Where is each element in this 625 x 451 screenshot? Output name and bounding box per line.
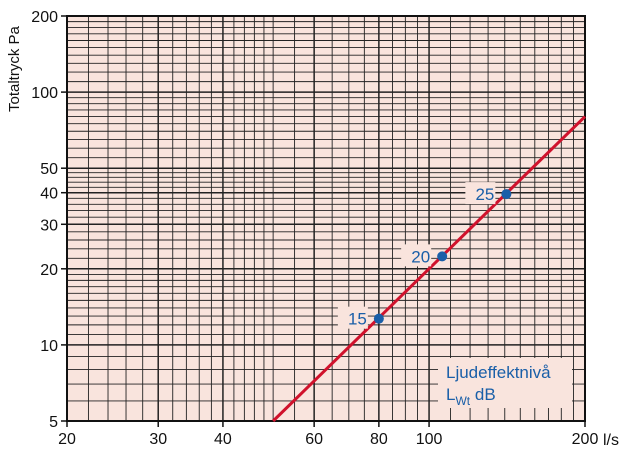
data-label-background: [401, 244, 432, 267]
legend-line-1: Ljudeffektnivå: [446, 363, 551, 382]
y-tick-label: 200: [31, 9, 58, 26]
series-layer: [272, 115, 587, 423]
grid-minor: [67, 16, 585, 421]
x-tick-label: 200: [572, 431, 599, 448]
ticks-layer: 20 30 40 60 80 100 200 5 10 20 30 40 50 100 200: [31, 9, 598, 448]
legend-line-2: LWt dB: [446, 385, 496, 408]
series-line: [272, 115, 587, 423]
x-tick-label: 30: [149, 431, 167, 448]
data-label: 20: [411, 247, 430, 266]
y-tick-label: 10: [40, 338, 58, 355]
y-tick-label: 30: [40, 217, 58, 234]
x-unit-label: l/s: [603, 432, 619, 449]
data-point: [437, 251, 448, 262]
y-tick-label: 50: [40, 161, 58, 178]
legend-unit: dB: [470, 385, 496, 404]
x-tick-label: 60: [305, 431, 323, 448]
grid-major: [67, 16, 585, 421]
y-tick-label: 5: [49, 414, 58, 431]
y-tick-label: 20: [40, 262, 58, 279]
points-layer: 15 20 25: [337, 182, 512, 329]
plot-background: [67, 16, 585, 421]
data-label: 25: [475, 185, 494, 204]
x-tick-label: 80: [370, 431, 388, 448]
data-point: [373, 313, 384, 324]
legend-background: [438, 358, 572, 408]
y-tick-label: 100: [31, 85, 58, 102]
y-tick-label: 40: [40, 186, 58, 203]
data-label-background: [465, 182, 496, 205]
y-axis-label: Totaltryck Pa: [6, 25, 23, 112]
legend: Ljudeffektnivå LWt dB: [438, 358, 572, 408]
x-tick-label: 40: [214, 431, 232, 448]
data-label: 15: [348, 310, 367, 329]
data-label-background: [337, 306, 368, 329]
x-tick-label: 100: [416, 431, 443, 448]
legend-subscript: Wt: [455, 394, 470, 408]
data-point: [501, 189, 512, 200]
legend-symbol: L: [446, 385, 455, 404]
plot-frame: [66, 15, 586, 422]
x-tick-label: 20: [58, 431, 76, 448]
